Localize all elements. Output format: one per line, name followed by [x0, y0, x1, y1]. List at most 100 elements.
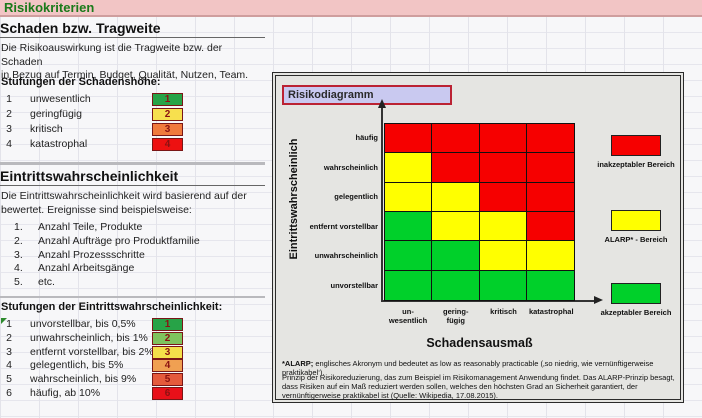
y-axis-tick-label: unwahrscheinlich [314, 251, 378, 261]
y-axis-arrow-icon [378, 99, 386, 108]
y-axis-tick-label: unvorstellbar [330, 281, 378, 290]
example-row[interactable]: 4. Anzahl Arbeitsgänge [0, 262, 265, 275]
legend-label: akzeptabler Bereich [600, 308, 672, 317]
risk-matrix-cell [479, 241, 527, 271]
x-axis-tick-label: un- wesentlich [388, 307, 428, 325]
scale-row-number: 5 [6, 373, 12, 386]
scale-row-number: 3 [6, 345, 12, 358]
scale-row-label: unvorstellbar, bis 0,5% [30, 318, 136, 330]
example-number: 3. [14, 248, 23, 261]
scale-row-label: unwahrscheinlich, bis 1% [30, 331, 148, 344]
scale-row-label: wahrscheinlich, bis 9% [30, 373, 137, 386]
example-row[interactable]: 3. Anzahl Prozessschritte [0, 249, 265, 262]
legend-label: ALARP* - Bereich [604, 235, 668, 244]
scale-row-label: kritisch [30, 123, 63, 135]
scale-row-number: 4 [6, 138, 12, 150]
scale-row[interactable]: 5 wahrscheinlich, bis 9% 5 [0, 373, 265, 387]
risk-matrix-cell [479, 182, 527, 212]
scale-color-cell[interactable]: 1 [152, 93, 183, 106]
damage-section-header: Schaden bzw. Tragweite [0, 20, 265, 38]
risk-matrix-cell [385, 241, 433, 271]
scale-row-number: 2 [6, 108, 12, 120]
scale-row[interactable]: 2 geringfügig 2 [0, 108, 265, 121]
risk-matrix-cell [479, 153, 527, 183]
x-axis-title: Schadensausmaß [426, 336, 533, 350]
y-axis-tick-label: entfernt vorstellbar [309, 221, 378, 231]
probability-description: Die Eintrittswahrscheinlichkeit wird bas… [1, 190, 247, 216]
risk-matrix [384, 123, 575, 301]
example-row[interactable]: 1. Anzahl Teile, Produkte [0, 221, 265, 234]
risk-matrix-cell [385, 212, 433, 242]
scale-color-cell[interactable]: 4 [152, 359, 183, 373]
probability-examples-list: 1. Anzahl Teile, Produkte 2. Anzahl Aufträg… [0, 221, 265, 293]
damage-scale-title: Stufungen der Schadenshöhe: [1, 76, 161, 88]
risk-matrix-cell [526, 153, 574, 183]
example-label: Anzahl Aufträge pro Produktfamilie [38, 234, 200, 247]
y-axis-line [381, 107, 383, 301]
risk-matrix-cell [385, 182, 433, 212]
risk-matrix-cell [432, 153, 480, 183]
legend-item: akzeptabler Bereich [578, 283, 694, 317]
alarp-footnote: *ALARP; englisches Akronym und bedeutet … [282, 359, 680, 377]
scale-row[interactable]: 6 häufig, ab 10% 6 [0, 387, 265, 400]
scale-color-cell[interactable]: 3 [152, 123, 183, 136]
scale-color-cell[interactable]: 2 [152, 331, 183, 345]
cell-comment-marker [1, 318, 7, 324]
scale-row-number: 3 [6, 123, 12, 135]
risk-matrix-cell [385, 270, 433, 300]
risk-diagram-object[interactable]: Risikodiagramm Eintrittswahrscheinlich h… [272, 72, 684, 403]
risk-matrix-cell [432, 241, 480, 271]
risk-matrix-cell [526, 124, 574, 154]
legend-label: inakzeptabler Bereich [597, 160, 675, 169]
damage-description: Die Risikoauswirkung ist die Tragweite b… [1, 42, 249, 81]
example-label: Anzahl Teile, Produkte [38, 221, 143, 233]
risk-matrix-cell [526, 270, 574, 300]
legend-swatch [611, 210, 661, 231]
x-axis-line [381, 300, 596, 302]
scale-color-cell[interactable]: 1 [152, 318, 183, 331]
legend-swatch [611, 135, 661, 156]
scale-row[interactable]: 3 entfernt vorstellbar, bis 2% 3 [0, 345, 265, 359]
example-number: 1. [14, 221, 23, 233]
scale-row-number: 4 [6, 359, 12, 372]
risk-diagram-title: Risikodiagramm [288, 89, 374, 101]
scale-row[interactable]: 1 unwesentlich 1 [0, 93, 265, 106]
x-axis-tick-label: katastrophal [528, 307, 574, 316]
scale-row-label: gelegentlich, bis 5% [30, 359, 124, 372]
scale-row[interactable]: 4 gelegentlich, bis 5% 4 [0, 359, 265, 373]
scale-color-cell[interactable]: 4 [152, 138, 183, 151]
risk-matrix-cell [385, 124, 433, 154]
risk-matrix-cell [526, 241, 574, 271]
risk-matrix-cell [526, 212, 574, 242]
scale-row-number: 1 [6, 318, 12, 330]
scale-row[interactable]: 1 unvorstellbar, bis 0,5% 1 [0, 318, 265, 331]
scale-color-cell[interactable]: 3 [152, 345, 183, 359]
alarp-paragraph: Prinzip der Risikoreduzierung, das zum B… [282, 373, 675, 400]
example-number: 5. [14, 276, 23, 289]
risk-matrix-cell [479, 270, 527, 300]
scale-color-cell[interactable]: 6 [152, 387, 183, 400]
scale-row-label: entfernt vorstellbar, bis 2% [30, 345, 154, 358]
x-axis-tick-label: kritisch [490, 307, 517, 316]
scale-row[interactable]: 3 kritisch 3 [0, 123, 265, 136]
scale-row[interactable]: 4 katastrophal 4 [0, 138, 265, 151]
probability-scale-table: 1 unvorstellbar, bis 0,5% 1 2 unwahrscheinli… [0, 318, 265, 402]
example-row[interactable]: 5. etc. [0, 276, 265, 289]
y-axis-tick-label: häufig [355, 133, 379, 142]
scale-color-cell[interactable]: 5 [152, 373, 183, 387]
probability-scale-title: Stufungen der Eintrittswahrscheinlichkei… [1, 301, 223, 313]
legend-item: ALARP* - Bereich [578, 210, 694, 244]
scale-row-label: katastrophal [30, 138, 88, 150]
legend-item: inakzeptabler Bereich [578, 135, 694, 169]
probability-section-header: Eintrittswahrscheinlichkeit [0, 168, 265, 186]
alarp-footnote-text: englisches Akronym und bedeutet as low a… [282, 359, 654, 377]
example-number: 4. [14, 262, 23, 275]
scale-row[interactable]: 2 unwahrscheinlich, bis 1% 2 [0, 331, 265, 345]
scale-row-number: 6 [6, 387, 12, 399]
scale-color-cell[interactable]: 2 [152, 108, 183, 121]
alarp-footnote-term: *ALARP; [282, 359, 314, 368]
example-row[interactable]: 2. Anzahl Aufträge pro Produktfamilie [0, 235, 265, 248]
scale-row-label: unwesentlich [30, 93, 91, 105]
section-divider [0, 162, 265, 165]
risk-diagram-title-box: Risikodiagramm [282, 85, 452, 105]
